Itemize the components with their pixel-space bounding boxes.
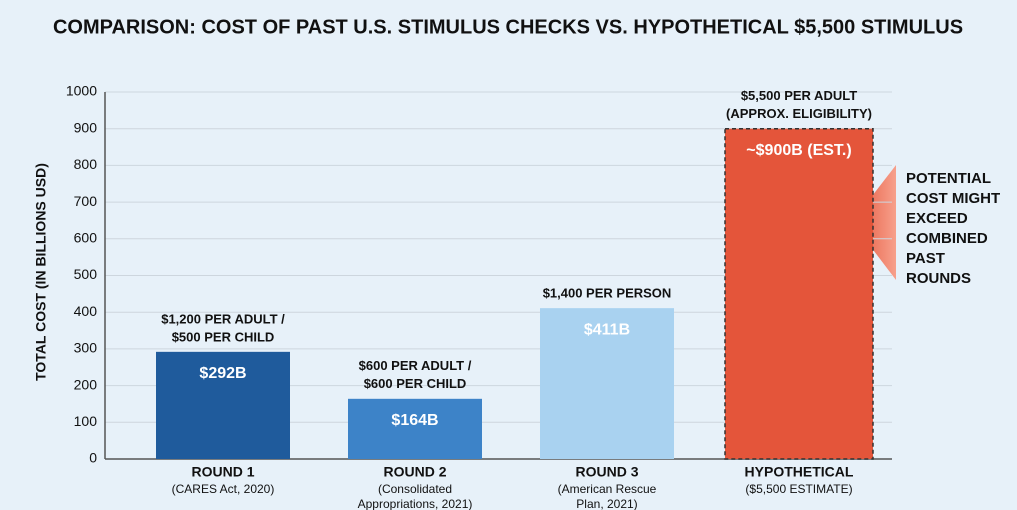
x-tick-label: ROUND 1 xyxy=(191,464,254,480)
x-tick-label: ROUND 2 xyxy=(383,464,446,480)
value-label: $411B xyxy=(584,321,630,338)
y-tick-label: 300 xyxy=(74,340,98,356)
x-tick-note: (Consolidated xyxy=(378,482,452,496)
y-tick-label: 900 xyxy=(74,119,98,135)
bar-annotation: $1,200 PER ADULT / xyxy=(161,311,285,326)
y-tick-label: 800 xyxy=(74,156,98,172)
y-tick-label: 200 xyxy=(74,376,98,392)
bar xyxy=(348,398,482,459)
bar-annotation: $600 PER ADULT / xyxy=(359,358,472,373)
y-tick-label: 600 xyxy=(74,230,98,246)
bar xyxy=(156,351,290,459)
value-label: $164B xyxy=(391,412,438,429)
x-tick-note: Appropriations, 2021) xyxy=(358,497,473,510)
y-axis-label: TOTAL COST (IN BILLIONS USD) xyxy=(33,163,49,381)
y-tick-label: 1000 xyxy=(66,83,97,99)
x-tick-label: HYPOTHETICAL xyxy=(745,464,854,480)
y-tick-label: 400 xyxy=(74,303,98,319)
value-label: $292B xyxy=(199,365,246,382)
bar-annotation: $500 PER CHILD xyxy=(172,329,275,344)
bar-annotation: $5,500 PER ADULT xyxy=(741,88,857,103)
callout-text: POTENTIAL xyxy=(906,170,991,187)
callout-text: COMBINED xyxy=(906,230,988,247)
y-tick-label: 100 xyxy=(74,413,98,429)
bar-annotation: $600 PER CHILD xyxy=(364,376,467,391)
bar-annotation: $1,400 PER PERSON xyxy=(543,286,672,301)
bar xyxy=(540,308,674,459)
x-tick-label: ROUND 3 xyxy=(575,464,638,480)
x-tick-note: ($5,500 ESTIMATE) xyxy=(745,482,852,496)
callout-text: PAST xyxy=(906,250,945,267)
x-tick-note: Plan, 2021) xyxy=(576,497,637,510)
y-tick-label: 500 xyxy=(74,266,98,282)
callout-text: ROUNDS xyxy=(906,270,971,287)
x-tick-note: (CARES Act, 2020) xyxy=(172,482,275,496)
x-tick-note: (American Rescue xyxy=(558,482,657,496)
y-tick-label: 0 xyxy=(89,450,97,466)
chart-title: COMPARISON: COST OF PAST U.S. STIMULUS C… xyxy=(53,16,963,38)
callout-text: COST MIGHT xyxy=(906,190,1000,207)
y-tick-label: 700 xyxy=(74,193,98,209)
bar xyxy=(724,127,874,460)
callout-text: EXCEED xyxy=(906,210,968,227)
value-label: ~$900B (EST.) xyxy=(746,142,851,159)
bar-annotation: (APPROX. ELIGIBILITY) xyxy=(726,106,872,121)
callout-arrow xyxy=(852,165,896,280)
